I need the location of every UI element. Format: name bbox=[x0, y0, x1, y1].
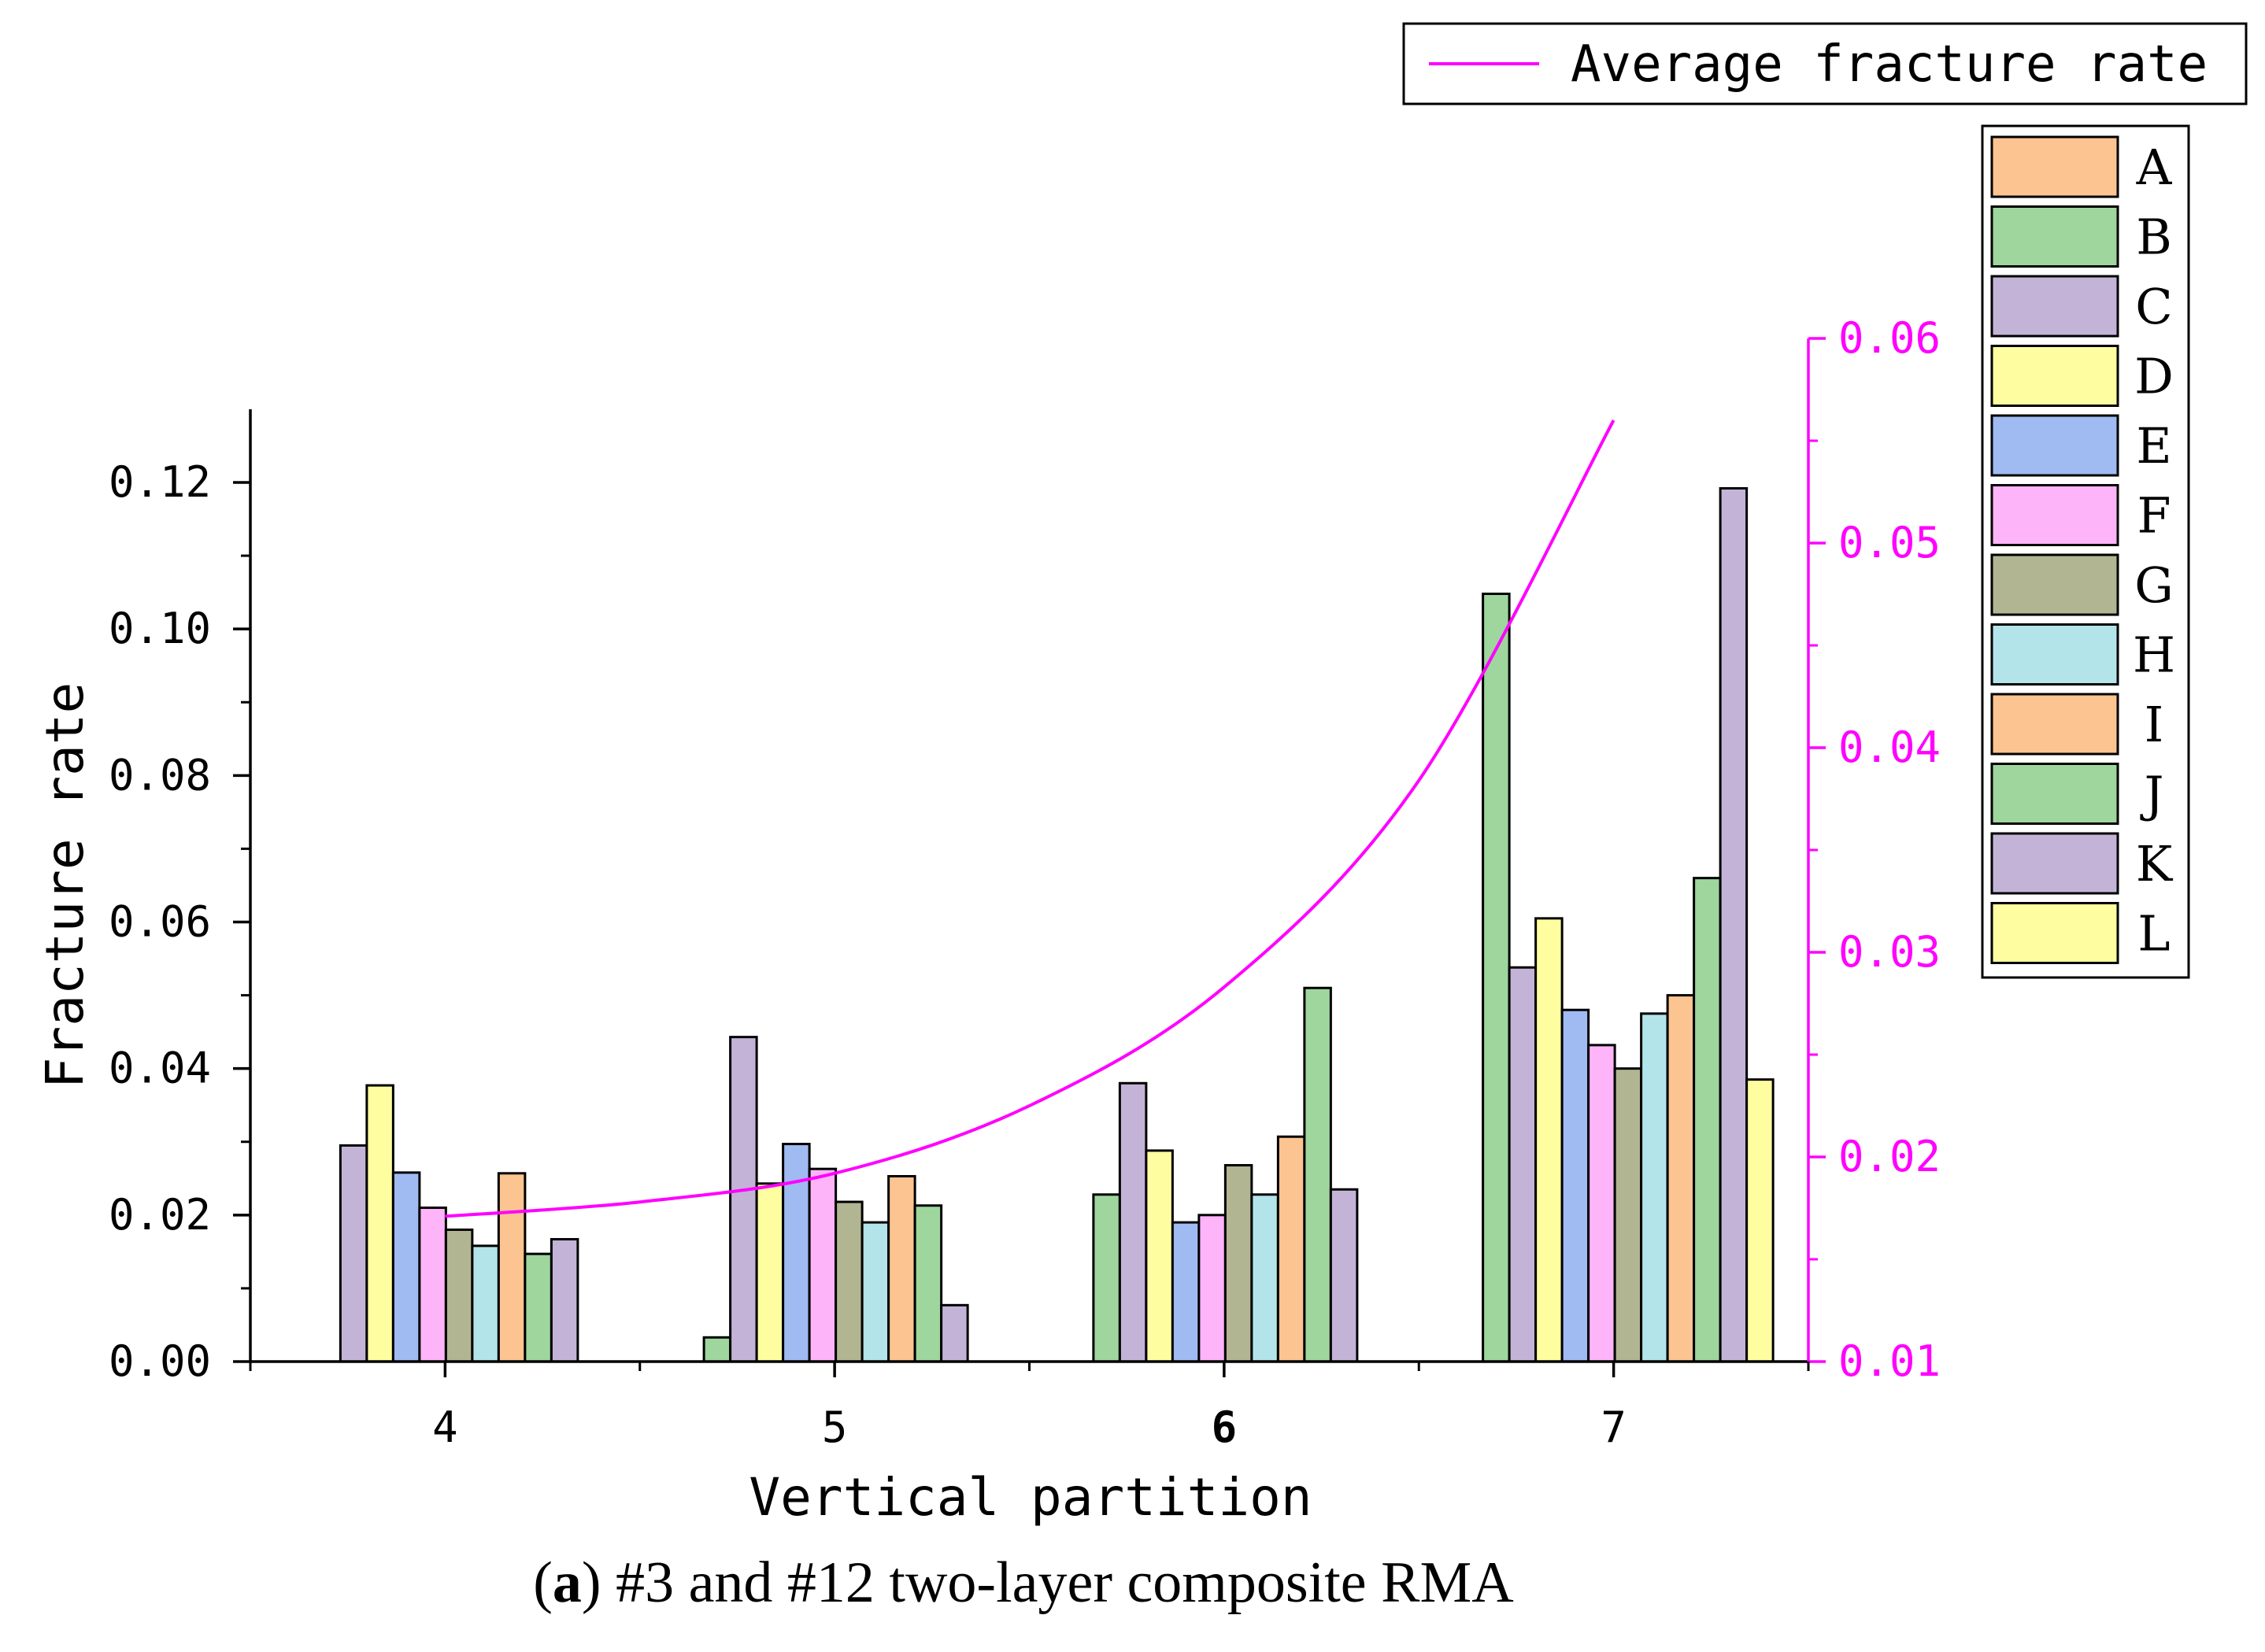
bar-D-4 bbox=[365, 1084, 394, 1363]
legend-swatch-C bbox=[1990, 275, 2119, 338]
legend-swatch-F bbox=[1990, 484, 2119, 546]
bar-E-4 bbox=[391, 1171, 421, 1363]
caption-text: #3 and #12 two-layer composite RMA bbox=[616, 1550, 1514, 1615]
line-legend-box bbox=[1402, 22, 2248, 105]
bar-D-6 bbox=[1145, 1149, 1174, 1363]
legend-swatch-K bbox=[1990, 832, 2119, 895]
bar-K-4 bbox=[550, 1238, 579, 1363]
x-tick-label: 5 bbox=[822, 1403, 848, 1452]
bar-K-7 bbox=[1719, 486, 1749, 1363]
bar-J-7 bbox=[1693, 877, 1722, 1363]
bar-K-5 bbox=[940, 1303, 969, 1363]
legend-label-F: F bbox=[2137, 487, 2171, 545]
line-legend-label: Average fracture rate bbox=[1571, 35, 2208, 94]
legend-swatch-D bbox=[1990, 345, 2119, 407]
bar-G-7 bbox=[1613, 1067, 1643, 1363]
bar-G-5 bbox=[835, 1200, 864, 1363]
average-fracture-rate-line bbox=[445, 419, 1615, 1218]
bar-C-7 bbox=[1508, 966, 1538, 1363]
bar-C-4 bbox=[339, 1144, 368, 1363]
bar-J-4 bbox=[524, 1252, 553, 1363]
left-tick-label: 0.00 bbox=[109, 1336, 211, 1386]
bar-E-5 bbox=[782, 1143, 811, 1363]
y-axis-title: Fracture rate bbox=[35, 682, 95, 1089]
x-tick-label: 6 bbox=[1212, 1403, 1238, 1452]
bar-B-5 bbox=[702, 1336, 732, 1363]
figure-caption: (a) #3 and #12 two-layer composite RMA bbox=[533, 1550, 1513, 1615]
right-tick-label: 0.05 bbox=[1838, 518, 1941, 567]
left-tick-label: 0.08 bbox=[109, 750, 211, 800]
legend-swatch-H bbox=[1990, 623, 2119, 686]
right-tick-label: 0.01 bbox=[1838, 1336, 1941, 1386]
bar-I-5 bbox=[887, 1174, 916, 1363]
bar-H-7 bbox=[1640, 1012, 1669, 1363]
right-tick-label: 0.02 bbox=[1838, 1132, 1941, 1181]
legend-label-J: J bbox=[2140, 766, 2164, 823]
bar-F-7 bbox=[1587, 1044, 1616, 1363]
legend-swatch-G bbox=[1990, 553, 2119, 616]
x-tick-label: 7 bbox=[1601, 1403, 1627, 1452]
right-tick-label: 0.04 bbox=[1838, 723, 1941, 772]
legend-label-B: B bbox=[2136, 209, 2172, 266]
bar-G-4 bbox=[444, 1228, 474, 1363]
bar-K-6 bbox=[1329, 1188, 1359, 1363]
bar-C-5 bbox=[729, 1036, 758, 1363]
legend-label-C: C bbox=[2135, 278, 2172, 335]
bar-F-5 bbox=[808, 1167, 838, 1363]
bar-E-7 bbox=[1560, 1008, 1590, 1363]
bar-G-6 bbox=[1223, 1164, 1253, 1363]
legend-label-I: I bbox=[2145, 696, 2164, 753]
legend-swatch-A bbox=[1990, 135, 2119, 198]
left-tick-label: 0.02 bbox=[109, 1190, 211, 1240]
left-tick-label: 0.10 bbox=[109, 604, 211, 653]
legend-swatch-L bbox=[1990, 902, 2119, 964]
bar-I-4 bbox=[497, 1172, 527, 1363]
bar-F-4 bbox=[418, 1207, 447, 1363]
legend-swatch-J bbox=[1990, 763, 2119, 825]
bar-H-6 bbox=[1250, 1193, 1279, 1363]
caption-paren-close: ) bbox=[582, 1550, 616, 1615]
bar-J-5 bbox=[913, 1204, 943, 1363]
x-axis-title: Vertical partition bbox=[749, 1467, 1312, 1528]
line-legend: Average fracture rate bbox=[1402, 22, 2248, 105]
legend-swatch-I bbox=[1990, 693, 2119, 756]
legend-label-D: D bbox=[2134, 348, 2174, 405]
bar-J-6 bbox=[1303, 986, 1332, 1363]
bar-F-6 bbox=[1197, 1214, 1227, 1363]
bar-D-5 bbox=[755, 1182, 785, 1363]
left-tick-label: 0.04 bbox=[109, 1044, 211, 1093]
bar-B-7 bbox=[1482, 592, 1511, 1363]
legend-label-A: A bbox=[2136, 139, 2173, 196]
bar-I-7 bbox=[1666, 994, 1696, 1363]
left-tick-label: 0.12 bbox=[109, 457, 211, 507]
bar-I-6 bbox=[1276, 1135, 1306, 1363]
average-line-layer bbox=[445, 419, 1615, 1218]
bar-L-7 bbox=[1745, 1078, 1775, 1363]
bar-B-6 bbox=[1092, 1193, 1121, 1363]
legend-label-E: E bbox=[2136, 417, 2171, 475]
bar-H-5 bbox=[860, 1221, 890, 1363]
bars-layer bbox=[339, 486, 1775, 1363]
legend-swatch-B bbox=[1990, 205, 2119, 268]
right-tick-label: 0.03 bbox=[1838, 927, 1941, 977]
left-tick-label: 0.06 bbox=[109, 897, 211, 947]
legend-label-K: K bbox=[2136, 835, 2174, 893]
bar-D-7 bbox=[1534, 917, 1564, 1363]
x-tick-label: 4 bbox=[432, 1403, 458, 1452]
caption-paren-open: ( bbox=[533, 1550, 553, 1615]
bar-E-6 bbox=[1171, 1221, 1201, 1363]
legend-label-H: H bbox=[2133, 626, 2175, 684]
legend-label-L: L bbox=[2137, 905, 2170, 963]
axes-layer: 0.00 0.02 0.04 0.06 0.08 0.10 0.12 0.01 0.02 0.03… bbox=[35, 313, 1941, 1528]
bar-H-4 bbox=[471, 1244, 500, 1363]
right-tick-label: 0.06 bbox=[1838, 313, 1941, 363]
legend-swatch-E bbox=[1990, 414, 2119, 477]
legend-label-G: G bbox=[2134, 556, 2174, 614]
caption-label: a bbox=[553, 1550, 582, 1615]
bar-C-6 bbox=[1118, 1081, 1148, 1363]
